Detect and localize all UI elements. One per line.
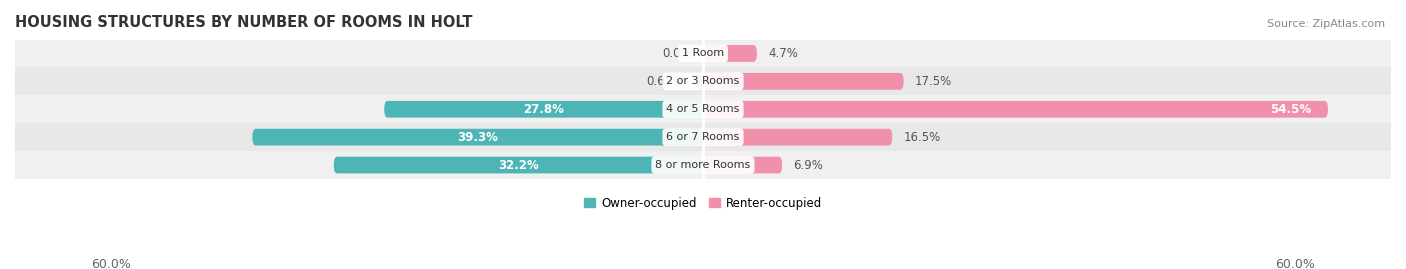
Bar	[15, 68, 1391, 95]
Text: 6.9%: 6.9%	[793, 158, 824, 172]
Text: 39.3%: 39.3%	[457, 131, 498, 144]
Text: 32.2%: 32.2%	[498, 158, 538, 172]
FancyBboxPatch shape	[703, 101, 1327, 118]
FancyBboxPatch shape	[703, 129, 893, 146]
Bar	[15, 123, 1391, 151]
Text: 0.67%: 0.67%	[647, 75, 683, 88]
Text: 60.0%: 60.0%	[1275, 258, 1315, 269]
Text: 17.5%: 17.5%	[915, 75, 952, 88]
Bar	[15, 95, 1391, 123]
Text: 8 or more Rooms: 8 or more Rooms	[655, 160, 751, 170]
Text: 4 or 5 Rooms: 4 or 5 Rooms	[666, 104, 740, 114]
Legend: Owner-occupied, Renter-occupied: Owner-occupied, Renter-occupied	[579, 192, 827, 214]
Text: 2 or 3 Rooms: 2 or 3 Rooms	[666, 76, 740, 86]
Bar	[15, 40, 1391, 68]
Text: Source: ZipAtlas.com: Source: ZipAtlas.com	[1267, 19, 1385, 29]
Text: 4.7%: 4.7%	[768, 47, 799, 60]
Text: 16.5%: 16.5%	[904, 131, 941, 144]
Text: 0.0%: 0.0%	[662, 47, 692, 60]
FancyBboxPatch shape	[384, 101, 703, 118]
Text: 27.8%: 27.8%	[523, 103, 564, 116]
FancyBboxPatch shape	[703, 45, 756, 62]
Bar	[15, 151, 1391, 179]
Text: 60.0%: 60.0%	[91, 258, 131, 269]
FancyBboxPatch shape	[703, 157, 782, 174]
Text: HOUSING STRUCTURES BY NUMBER OF ROOMS IN HOLT: HOUSING STRUCTURES BY NUMBER OF ROOMS IN…	[15, 15, 472, 30]
FancyBboxPatch shape	[696, 73, 703, 90]
FancyBboxPatch shape	[333, 157, 703, 174]
Text: 54.5%: 54.5%	[1270, 103, 1310, 116]
FancyBboxPatch shape	[252, 129, 703, 146]
Text: 1 Room: 1 Room	[682, 48, 724, 58]
FancyBboxPatch shape	[703, 73, 904, 90]
Text: 6 or 7 Rooms: 6 or 7 Rooms	[666, 132, 740, 142]
